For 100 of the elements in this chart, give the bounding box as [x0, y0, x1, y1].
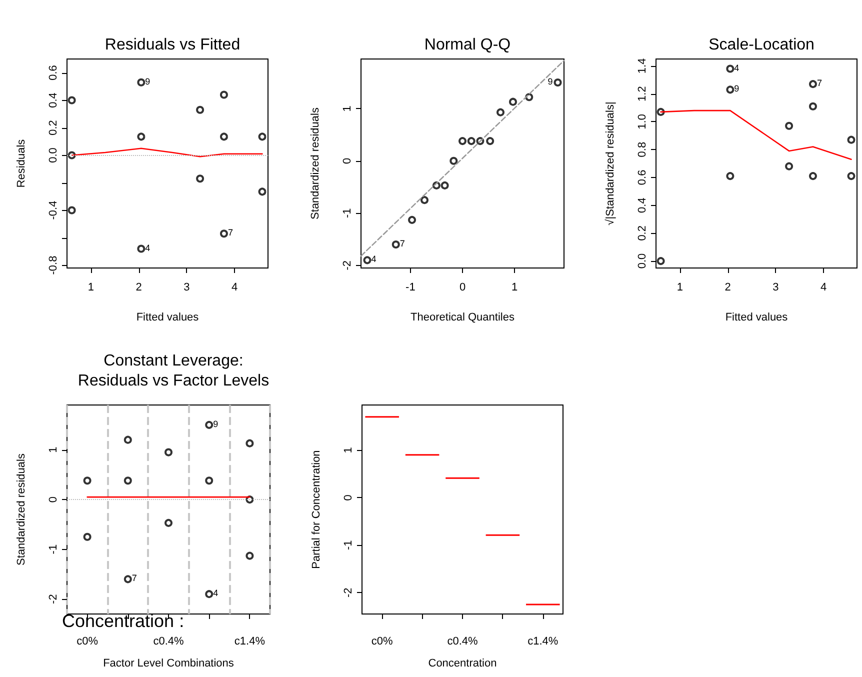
point — [420, 196, 429, 204]
y-tick-label: -2 — [48, 594, 60, 604]
y-tick-label: 0.4 — [636, 198, 648, 213]
x-tick-label: 1 — [511, 282, 518, 294]
point — [847, 172, 856, 180]
annotation: 4 — [145, 242, 150, 253]
y-tick-label: 0.0 — [636, 253, 648, 269]
annotation: 7 — [816, 78, 822, 88]
y-tick-label: 1.2 — [636, 86, 648, 102]
x-tick-label: 3 — [772, 282, 779, 294]
point — [450, 156, 458, 165]
annotation: 4 — [371, 254, 376, 264]
point — [164, 448, 172, 456]
annotation: 7 — [132, 573, 137, 584]
x-tick-label: 4 — [231, 282, 238, 294]
point — [246, 552, 254, 560]
point — [164, 518, 172, 527]
point — [847, 136, 856, 144]
y-axis-title: Partial for Concentration — [310, 450, 322, 569]
x-tick-label: 4 — [820, 282, 827, 294]
point — [496, 108, 504, 116]
chart-title: Residuals vs Fitted — [104, 36, 240, 54]
annotation: 9 — [734, 84, 740, 94]
x-tick-label: c0.4% — [153, 636, 184, 648]
point — [726, 172, 734, 180]
point — [83, 532, 92, 541]
y-tick-label: -1 — [342, 540, 354, 550]
x-tick-label: 2 — [724, 282, 731, 294]
y-tick-label: 0 — [342, 158, 354, 164]
x-tick-label: c0% — [371, 636, 394, 648]
point — [554, 78, 562, 87]
annotation: Concentration : — [62, 611, 184, 631]
y-tick-label: -1 — [342, 208, 354, 218]
annotation: 4 — [213, 588, 218, 598]
chart-title: Scale-Location — [708, 36, 814, 54]
point — [220, 230, 228, 238]
point — [363, 256, 372, 264]
x-axis-title: Concentration — [428, 658, 497, 670]
y-tick-label: -0.4 — [48, 200, 60, 220]
x-tick-label: c1.4% — [528, 636, 558, 648]
point — [137, 244, 146, 253]
y-axis-title: Residuals — [16, 138, 28, 188]
y-tick-label: 0.2 — [636, 226, 648, 241]
point — [440, 181, 449, 190]
annotation: 7 — [400, 238, 405, 248]
y-tick-label: 0.4 — [48, 92, 60, 108]
x-axis-title: Fitted values — [725, 312, 788, 324]
chart-title: Normal Q-Q — [424, 36, 511, 54]
x-tick-label: 0 — [459, 282, 466, 294]
y-tick-label: 0.6 — [636, 170, 648, 186]
point — [124, 436, 132, 444]
annotation: 7 — [228, 228, 233, 238]
y-tick-label: 0 — [48, 496, 60, 503]
y-tick-label: 0.8 — [636, 142, 648, 158]
point — [205, 476, 214, 485]
point — [458, 137, 466, 146]
point — [137, 132, 146, 141]
point — [68, 206, 76, 214]
point — [467, 137, 476, 146]
point — [68, 96, 76, 104]
annotation: 9 — [548, 76, 553, 87]
point — [258, 188, 266, 196]
y-tick-label: 1 — [342, 447, 354, 454]
point — [808, 102, 817, 110]
point — [508, 98, 517, 106]
y-axis-title: Standardized residuals — [310, 107, 322, 220]
x-tick-label: 3 — [184, 282, 190, 294]
point — [808, 172, 817, 180]
y-tick-label: 0.2 — [48, 120, 60, 136]
point — [220, 132, 228, 141]
x-tick-label: 1 — [676, 282, 683, 294]
y-tick-label: -2 — [342, 260, 354, 270]
point — [196, 106, 204, 114]
point — [392, 240, 400, 248]
point — [785, 162, 794, 170]
y-tick-label: -2 — [342, 588, 354, 598]
y-tick-label: -0.8 — [48, 256, 60, 275]
annotation: 9 — [213, 418, 218, 429]
y-tick-label: 1.4 — [636, 58, 648, 74]
x-tick-label: 1 — [88, 282, 94, 294]
point — [726, 86, 734, 94]
point — [726, 64, 734, 73]
x-tick-label: c0.4% — [447, 636, 478, 648]
y-axis-title: √|Standardized residuals| — [604, 102, 616, 226]
x-axis-title: Theoretical Quantiles — [410, 312, 515, 324]
x-tick-label: 2 — [136, 282, 142, 294]
point — [137, 78, 146, 86]
y-tick-label: 1.0 — [636, 114, 648, 130]
point — [656, 257, 665, 266]
y-tick-label: 1 — [48, 446, 60, 453]
point — [220, 90, 228, 99]
point — [124, 575, 132, 584]
x-axis-title: Factor Level Combinations — [103, 658, 234, 670]
x-axis-title: Fitted values — [136, 312, 200, 324]
point — [246, 439, 254, 448]
annotation: 4 — [734, 62, 740, 73]
point — [83, 476, 92, 485]
y-tick-label: 1 — [342, 106, 354, 112]
x-tick-label: -1 — [406, 282, 416, 294]
y-tick-label: -1 — [48, 544, 60, 554]
